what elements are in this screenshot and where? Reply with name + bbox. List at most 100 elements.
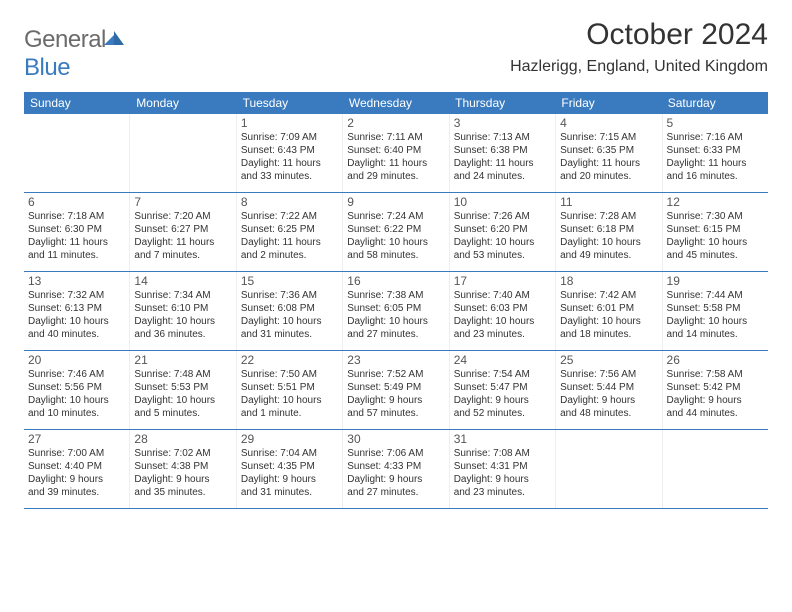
sunrise-text: Sunrise: 7:04 AM	[241, 447, 338, 460]
weekday-header: Sunday	[24, 92, 130, 114]
day-cell: 14Sunrise: 7:34 AMSunset: 6:10 PMDayligh…	[130, 272, 236, 350]
sunset-text: Sunset: 6:08 PM	[241, 302, 338, 315]
sunrise-text: Sunrise: 7:18 AM	[28, 210, 125, 223]
daylight1-text: Daylight: 9 hours	[347, 473, 444, 486]
sunrise-text: Sunrise: 7:08 AM	[454, 447, 551, 460]
day-number: 13	[28, 274, 125, 288]
day-number: 8	[241, 195, 338, 209]
week-row: 27Sunrise: 7:00 AMSunset: 4:40 PMDayligh…	[24, 430, 768, 509]
daylight2-text: and 57 minutes.	[347, 407, 444, 420]
daylight1-text: Daylight: 11 hours	[560, 157, 657, 170]
logo: General Blue	[24, 18, 126, 82]
day-number: 14	[134, 274, 231, 288]
day-number: 5	[667, 116, 764, 130]
sun-info: Sunrise: 7:00 AMSunset: 4:40 PMDaylight:…	[28, 447, 125, 499]
daylight2-text: and 20 minutes.	[560, 170, 657, 183]
sunrise-text: Sunrise: 7:13 AM	[454, 131, 551, 144]
day-number: 29	[241, 432, 338, 446]
week-row: 1Sunrise: 7:09 AMSunset: 6:43 PMDaylight…	[24, 114, 768, 193]
day-number: 9	[347, 195, 444, 209]
day-number: 25	[560, 353, 657, 367]
day-cell: 24Sunrise: 7:54 AMSunset: 5:47 PMDayligh…	[450, 351, 556, 429]
header: General Blue October 2024 Hazlerigg, Eng…	[24, 18, 768, 82]
daylight2-text: and 31 minutes.	[241, 328, 338, 341]
weekday-header: Thursday	[449, 92, 555, 114]
sunrise-text: Sunrise: 7:24 AM	[347, 210, 444, 223]
weekday-header: Friday	[555, 92, 661, 114]
day-cell: 5Sunrise: 7:16 AMSunset: 6:33 PMDaylight…	[663, 114, 768, 192]
day-cell: 30Sunrise: 7:06 AMSunset: 4:33 PMDayligh…	[343, 430, 449, 508]
sunrise-text: Sunrise: 7:44 AM	[667, 289, 764, 302]
sun-info: Sunrise: 7:48 AMSunset: 5:53 PMDaylight:…	[134, 368, 231, 420]
day-cell: 6Sunrise: 7:18 AMSunset: 6:30 PMDaylight…	[24, 193, 130, 271]
daylight2-text: and 18 minutes.	[560, 328, 657, 341]
sunrise-text: Sunrise: 7:16 AM	[667, 131, 764, 144]
day-number: 1	[241, 116, 338, 130]
weekday-header: Tuesday	[237, 92, 343, 114]
daylight1-text: Daylight: 11 hours	[134, 236, 231, 249]
sun-info: Sunrise: 7:38 AMSunset: 6:05 PMDaylight:…	[347, 289, 444, 341]
daylight1-text: Daylight: 11 hours	[347, 157, 444, 170]
day-number: 31	[454, 432, 551, 446]
sunset-text: Sunset: 5:53 PM	[134, 381, 231, 394]
weeks-container: 1Sunrise: 7:09 AMSunset: 6:43 PMDaylight…	[24, 114, 768, 509]
daylight1-text: Daylight: 9 hours	[28, 473, 125, 486]
sunset-text: Sunset: 5:47 PM	[454, 381, 551, 394]
sunrise-text: Sunrise: 7:42 AM	[560, 289, 657, 302]
daylight1-text: Daylight: 10 hours	[28, 394, 125, 407]
calendar: Sunday Monday Tuesday Wednesday Thursday…	[24, 92, 768, 509]
daylight1-text: Daylight: 9 hours	[347, 394, 444, 407]
sun-info: Sunrise: 7:46 AMSunset: 5:56 PMDaylight:…	[28, 368, 125, 420]
daylight2-text: and 40 minutes.	[28, 328, 125, 341]
week-row: 6Sunrise: 7:18 AMSunset: 6:30 PMDaylight…	[24, 193, 768, 272]
day-number: 10	[454, 195, 551, 209]
day-number: 18	[560, 274, 657, 288]
daylight2-text: and 27 minutes.	[347, 486, 444, 499]
daylight2-text: and 23 minutes.	[454, 328, 551, 341]
day-number: 16	[347, 274, 444, 288]
sun-info: Sunrise: 7:06 AMSunset: 4:33 PMDaylight:…	[347, 447, 444, 499]
day-cell: 3Sunrise: 7:13 AMSunset: 6:38 PMDaylight…	[450, 114, 556, 192]
daylight1-text: Daylight: 10 hours	[560, 236, 657, 249]
sunset-text: Sunset: 4:35 PM	[241, 460, 338, 473]
sunrise-text: Sunrise: 7:46 AM	[28, 368, 125, 381]
sun-info: Sunrise: 7:40 AMSunset: 6:03 PMDaylight:…	[454, 289, 551, 341]
sunset-text: Sunset: 6:38 PM	[454, 144, 551, 157]
daylight2-text: and 1 minute.	[241, 407, 338, 420]
day-number: 3	[454, 116, 551, 130]
daylight2-text: and 14 minutes.	[667, 328, 764, 341]
daylight1-text: Daylight: 10 hours	[667, 236, 764, 249]
daylight2-text: and 35 minutes.	[134, 486, 231, 499]
day-cell: 21Sunrise: 7:48 AMSunset: 5:53 PMDayligh…	[130, 351, 236, 429]
daylight2-text: and 7 minutes.	[134, 249, 231, 262]
sun-info: Sunrise: 7:52 AMSunset: 5:49 PMDaylight:…	[347, 368, 444, 420]
daylight2-text: and 45 minutes.	[667, 249, 764, 262]
sun-info: Sunrise: 7:50 AMSunset: 5:51 PMDaylight:…	[241, 368, 338, 420]
sun-info: Sunrise: 7:08 AMSunset: 4:31 PMDaylight:…	[454, 447, 551, 499]
day-cell: 17Sunrise: 7:40 AMSunset: 6:03 PMDayligh…	[450, 272, 556, 350]
day-number: 2	[347, 116, 444, 130]
sunset-text: Sunset: 4:31 PM	[454, 460, 551, 473]
day-cell: 10Sunrise: 7:26 AMSunset: 6:20 PMDayligh…	[450, 193, 556, 271]
sunrise-text: Sunrise: 7:06 AM	[347, 447, 444, 460]
day-cell: 19Sunrise: 7:44 AMSunset: 5:58 PMDayligh…	[663, 272, 768, 350]
sun-info: Sunrise: 7:42 AMSunset: 6:01 PMDaylight:…	[560, 289, 657, 341]
day-number: 4	[560, 116, 657, 130]
title-block: October 2024 Hazlerigg, England, United …	[510, 18, 768, 76]
daylight1-text: Daylight: 9 hours	[667, 394, 764, 407]
day-cell: 16Sunrise: 7:38 AMSunset: 6:05 PMDayligh…	[343, 272, 449, 350]
sunrise-text: Sunrise: 7:54 AM	[454, 368, 551, 381]
sun-info: Sunrise: 7:13 AMSunset: 6:38 PMDaylight:…	[454, 131, 551, 183]
sunrise-text: Sunrise: 7:36 AM	[241, 289, 338, 302]
sun-info: Sunrise: 7:02 AMSunset: 4:38 PMDaylight:…	[134, 447, 231, 499]
day-cell: 4Sunrise: 7:15 AMSunset: 6:35 PMDaylight…	[556, 114, 662, 192]
sunrise-text: Sunrise: 7:38 AM	[347, 289, 444, 302]
daylight2-text: and 16 minutes.	[667, 170, 764, 183]
day-cell: 28Sunrise: 7:02 AMSunset: 4:38 PMDayligh…	[130, 430, 236, 508]
day-number: 23	[347, 353, 444, 367]
day-number: 24	[454, 353, 551, 367]
daylight1-text: Daylight: 10 hours	[134, 315, 231, 328]
day-cell: 15Sunrise: 7:36 AMSunset: 6:08 PMDayligh…	[237, 272, 343, 350]
day-cell	[24, 114, 130, 192]
sunset-text: Sunset: 6:27 PM	[134, 223, 231, 236]
